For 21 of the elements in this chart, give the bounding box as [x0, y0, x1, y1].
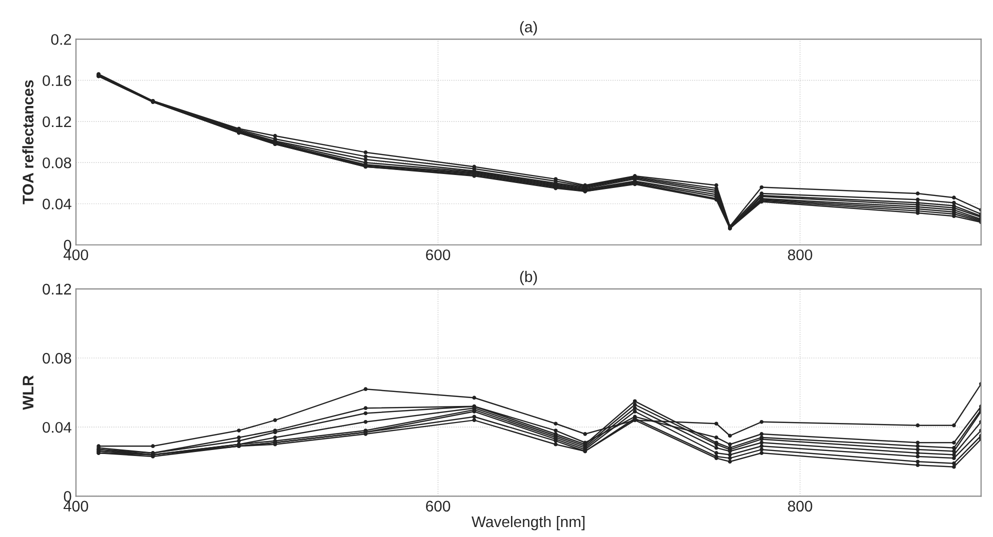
x-tick-label: 400: [64, 249, 88, 260]
y-tick-label: 0.16: [42, 75, 72, 86]
chart-title: (a): [520, 21, 537, 36]
y-tick-label: 0.04: [42, 422, 72, 433]
x-tick-label: 600: [426, 500, 450, 512]
y-tick-label: 0.04: [42, 198, 72, 210]
y-tick-label: 0.12: [42, 116, 72, 128]
y-tick-label: 0.2: [51, 34, 72, 45]
y-tick-label: 0.08: [42, 157, 72, 168]
x-tick-label: 400: [64, 500, 88, 512]
x-tick-label: 600: [426, 249, 450, 260]
y-tick-label: 0: [64, 240, 72, 251]
y-tick-label: 0: [64, 491, 72, 502]
y-tick-label: 0.12: [42, 284, 72, 295]
y-axis-title: WLR: [22, 375, 34, 410]
y-axis-title: TOA reflectances: [22, 80, 34, 204]
y-tick-label: 0.08: [42, 352, 72, 364]
x-axis-title: Wavelength [nm]: [472, 516, 584, 530]
x-tick-label: 800: [788, 500, 812, 512]
chart-title: (b): [520, 270, 537, 286]
x-tick-label: 800: [788, 249, 812, 260]
